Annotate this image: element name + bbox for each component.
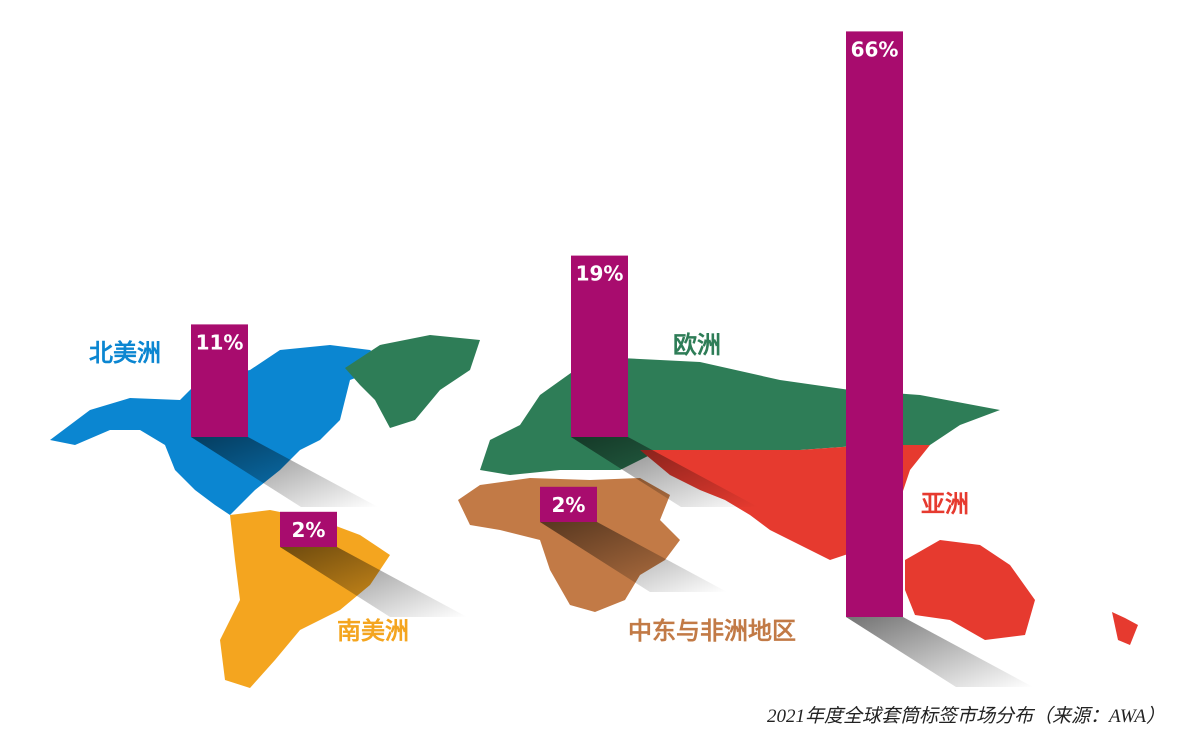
region-label: 北美洲 bbox=[89, 339, 161, 367]
bar bbox=[280, 511, 337, 547]
bar-shadow bbox=[571, 437, 758, 507]
greenland bbox=[345, 335, 480, 428]
bar bbox=[846, 31, 903, 617]
bar-shadow bbox=[191, 437, 378, 507]
bar bbox=[571, 255, 628, 437]
value-label: 66% bbox=[851, 37, 899, 61]
new-zealand bbox=[1112, 612, 1138, 645]
value-label: 19% bbox=[576, 262, 624, 286]
bar-shadow bbox=[540, 522, 727, 592]
value-label: 2% bbox=[292, 518, 326, 542]
region-label: 南美洲 bbox=[337, 617, 409, 645]
bar bbox=[540, 486, 597, 522]
bar-shadow bbox=[280, 547, 467, 617]
bar-shadow bbox=[846, 617, 1033, 687]
region-label: 中东与非洲地区 bbox=[628, 617, 796, 645]
region-label: 亚洲 bbox=[921, 490, 969, 518]
region-label: 欧洲 bbox=[673, 331, 721, 359]
bar bbox=[191, 324, 248, 437]
value-label: 11% bbox=[196, 330, 244, 354]
value-label: 2% bbox=[552, 493, 586, 517]
australia bbox=[905, 540, 1035, 640]
africa bbox=[458, 478, 680, 612]
caption: 2021年度全球套筒标签市场分布（来源：AWA） bbox=[767, 705, 1165, 727]
